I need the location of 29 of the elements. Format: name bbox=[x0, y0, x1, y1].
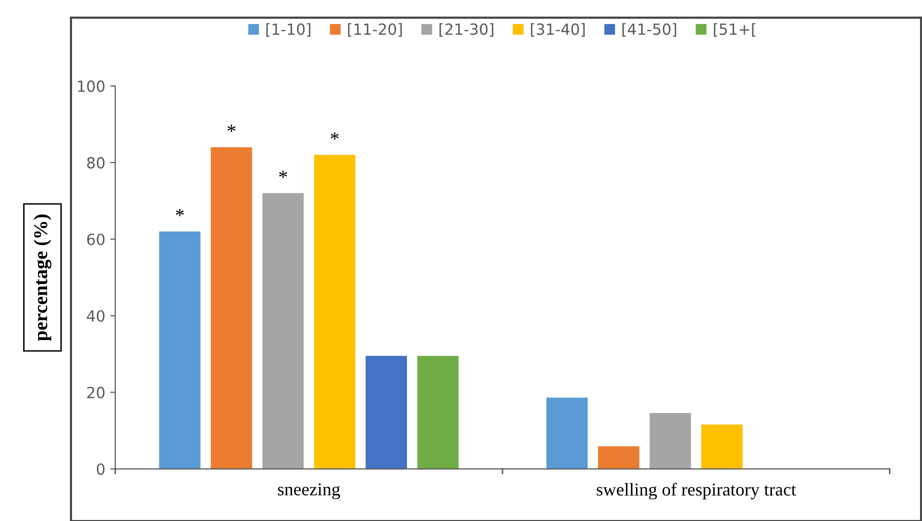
data-label: * bbox=[176, 209, 184, 216]
bar bbox=[417, 356, 459, 469]
data-label: * bbox=[228, 124, 236, 132]
y-tick-label: 20 bbox=[87, 386, 105, 398]
y-tick-label: 0 bbox=[96, 463, 105, 475]
y-tick-label: 80 bbox=[87, 157, 105, 169]
legend-label: [21-30] bbox=[440, 23, 494, 37]
legend-label: [51+[ bbox=[714, 23, 756, 37]
bar bbox=[314, 154, 356, 469]
x-tick-label: sneezing bbox=[278, 483, 340, 500]
legend-label: [1-10] bbox=[266, 23, 310, 37]
bar bbox=[262, 193, 304, 469]
legend-label: [31-40] bbox=[530, 23, 585, 37]
legend-label: [11-20] bbox=[348, 23, 402, 37]
bar bbox=[598, 446, 640, 469]
y-tick-label: 100 bbox=[78, 80, 105, 92]
x-tick-label: swelling of respiratory tract bbox=[596, 482, 796, 500]
y-axis-title: percentage (%) bbox=[34, 214, 52, 341]
bar bbox=[210, 147, 252, 469]
y-tick-label: 60 bbox=[87, 234, 105, 246]
legend-label: [41-50] bbox=[622, 23, 676, 37]
data-label: * bbox=[279, 170, 287, 178]
bar bbox=[701, 424, 743, 469]
bar bbox=[159, 231, 200, 469]
bar bbox=[650, 412, 691, 469]
y-tick-label: 40 bbox=[86, 310, 105, 322]
bar bbox=[546, 398, 588, 469]
bar bbox=[366, 356, 407, 469]
data-label: * bbox=[330, 132, 339, 140]
